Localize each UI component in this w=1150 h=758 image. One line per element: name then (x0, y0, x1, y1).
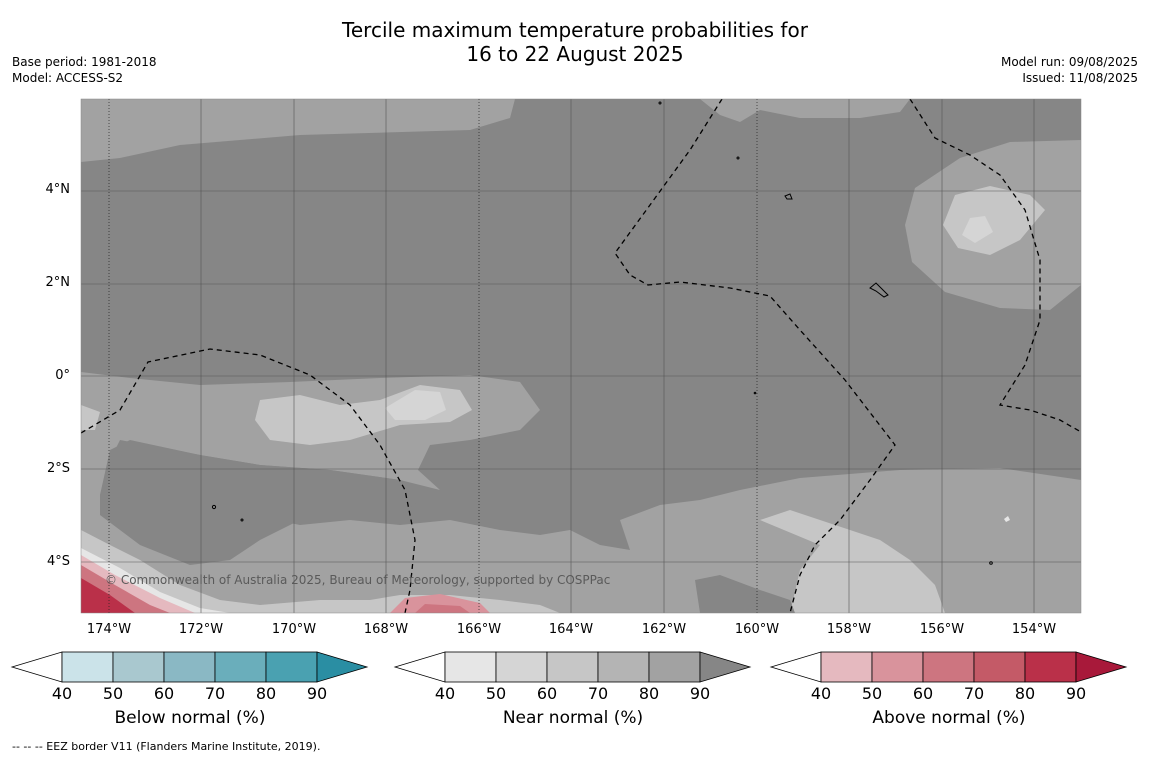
colorbar-segment (597, 651, 650, 683)
colorbar-segment (444, 651, 497, 683)
field-near-80-top (81, 99, 515, 162)
issued-date: Issued: 11/08/2025 (1022, 71, 1138, 85)
base-period: Base period: 1981-2018 (12, 55, 157, 69)
lon-label-164w: 164°W (548, 622, 594, 637)
map-canvas: © Commonwealth of Australia 2025, Bureau… (80, 98, 1082, 614)
cbar-above-tick-60: 60 (912, 684, 934, 703)
field-near-80-top-right (700, 99, 910, 122)
islands (211, 101, 993, 565)
islet-patch (1004, 516, 1010, 522)
cbar-below-tick-80: 80 (255, 684, 277, 703)
lat-label-4s: 4°S (46, 554, 70, 569)
cbar-near-tick-90: 90 (689, 684, 711, 703)
graticule (81, 99, 1081, 613)
lon-label-160w: 160°W (734, 622, 780, 637)
cbar-above-extend-high (1075, 651, 1128, 683)
cbar-below-tick-60: 60 (153, 684, 175, 703)
lon-label-158w: 158°W (826, 622, 872, 637)
cbar-below-segments (61, 651, 318, 683)
cbar-above-segments (820, 651, 1077, 683)
cbar-below-tick-40: 40 (51, 684, 73, 703)
lat-label-2n: 2°N (45, 275, 71, 290)
lon-label-154w: 154°W (1011, 622, 1057, 637)
cbar-below-title: Below normal (%) (114, 708, 266, 728)
colorbar-segment (1024, 651, 1077, 683)
cbar-near-tick-70: 70 (587, 684, 609, 703)
cbar-near-extend-low (393, 651, 446, 683)
model-name: Model: ACCESS-S2 (12, 71, 124, 85)
colorbar-segment (495, 651, 548, 683)
lon-label-172w: 172°W (178, 622, 224, 637)
colorbar-below-normal (10, 651, 369, 683)
field-above-70-south (415, 604, 470, 613)
cbar-below-extend-low (10, 651, 63, 683)
colorbar-segment (214, 651, 267, 683)
colorbar-segment (922, 651, 975, 683)
field-above-60-south (390, 594, 490, 613)
eez-borders (81, 99, 1081, 613)
left-metadata: Base period: 1981-2018 Model: ACCESS-S2 (12, 54, 157, 86)
cbar-near-tick-40: 40 (434, 684, 456, 703)
cbar-near-extend-high (699, 651, 752, 683)
field-near-90-south (695, 575, 795, 613)
cbar-near-tick-50: 50 (485, 684, 507, 703)
field-near-60-west (81, 405, 100, 430)
cbar-above-extend-low (769, 651, 822, 683)
lon-label-168w: 168°W (363, 622, 409, 637)
cbar-near-tick-60: 60 (536, 684, 558, 703)
colorbar-segment (163, 651, 216, 683)
lat-label-0: 0° (55, 368, 70, 383)
copyright-notice: © Commonwealth of Australia 2025, Bureau… (105, 573, 610, 587)
map-title: Tercile maximum temperature probabilitie… (0, 18, 1150, 66)
field-near-50-central (385, 390, 446, 420)
cbar-above-title: Above normal (%) (872, 708, 1026, 728)
lat-label-4n: 4°N (45, 182, 71, 197)
colorbar-segment (112, 651, 165, 683)
colorbar-above-normal (769, 651, 1128, 683)
colorbar-near-normal (393, 651, 752, 683)
cbar-above-tick-50: 50 (861, 684, 883, 703)
cbar-above-tick-70: 70 (963, 684, 985, 703)
cbar-below-tick-50: 50 (102, 684, 124, 703)
lon-label-156w: 156°W (919, 622, 965, 637)
title-line-1: Tercile maximum temperature probabilitie… (342, 18, 808, 42)
field-above-80 (81, 578, 135, 613)
colorbar-segment (61, 651, 114, 683)
field-near-60-south (760, 510, 945, 613)
map-frame (80, 98, 1082, 614)
lon-label-174w: 174°W (86, 622, 132, 637)
colorbar-segment (546, 651, 599, 683)
colorbar-segment (820, 651, 873, 683)
field-near-90-southwest (100, 440, 420, 565)
cbar-above-tick-80: 80 (1014, 684, 1036, 703)
eez-footnote: -- -- -- EEZ border V11 (Flanders Marine… (12, 740, 321, 753)
cbar-near-title: Near normal (%) (502, 708, 644, 728)
cbar-below-tick-90: 90 (306, 684, 328, 703)
colorbar-segment (648, 651, 701, 683)
lon-label-170w: 170°W (271, 622, 317, 637)
cbar-above-tick-90: 90 (1065, 684, 1087, 703)
cbar-below-extend-high (316, 651, 369, 683)
right-metadata: Model run: 09/08/2025 Issued: 11/08/2025 (1001, 54, 1138, 86)
title-line-2: 16 to 22 August 2025 (466, 42, 684, 66)
field-near-50-east (962, 216, 993, 243)
model-run: Model run: 09/08/2025 (1000, 55, 1138, 69)
cbar-near-segments (444, 651, 701, 683)
lon-label-166w: 166°W (456, 622, 502, 637)
cbar-below-tick-70: 70 (204, 684, 226, 703)
cbar-near-tick-80: 80 (638, 684, 660, 703)
colorbar-segment (973, 651, 1026, 683)
lat-label-2s: 2°S (46, 461, 70, 476)
lon-label-162w: 162°W (641, 622, 687, 637)
colorbar-segment (265, 651, 318, 683)
colorbar-segment (871, 651, 924, 683)
cbar-above-tick-40: 40 (810, 684, 832, 703)
probability-field (81, 99, 1081, 613)
